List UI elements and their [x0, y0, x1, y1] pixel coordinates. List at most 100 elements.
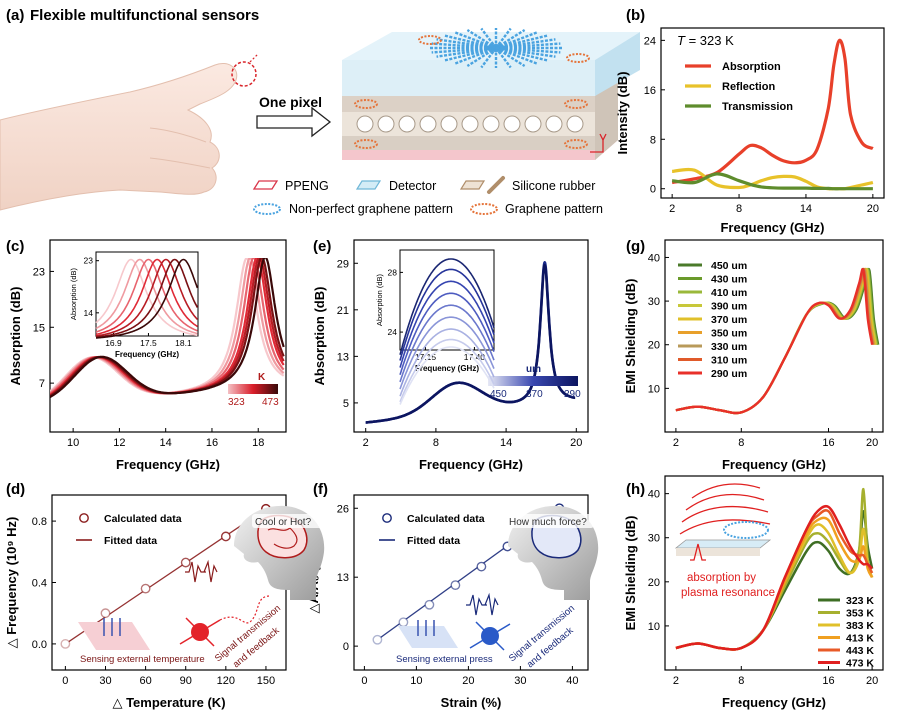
y-tick-label: 7 [39, 378, 45, 390]
inset-series-line [95, 258, 198, 336]
x-axis-label: Frequency (GHz) [722, 457, 826, 472]
x-tick-label: 60 [139, 675, 151, 687]
legend-marker [79, 513, 89, 523]
panel-g-label: (g) [626, 238, 645, 255]
legend-label: 473 K [846, 658, 874, 670]
plot-frame [664, 475, 884, 671]
colorbar [488, 376, 578, 386]
spike-signal-icon-f [466, 592, 499, 616]
legend-label: 350 um [711, 328, 747, 340]
plot-frame [660, 27, 885, 199]
inset-series-line [399, 292, 495, 376]
legend-label: 413 K [846, 633, 874, 645]
x-tick-label: 10 [410, 675, 422, 687]
series-line-350-um [675, 267, 876, 415]
y-tick-label: 23 [33, 266, 45, 278]
legend-label: Transmission [722, 101, 793, 113]
x-tick-label: 8 [738, 437, 744, 449]
colorbar-title: K [258, 372, 266, 383]
inset-series-line [399, 304, 495, 383]
panel-a-label: (a) [6, 7, 24, 24]
x-tick-label: 14 [500, 437, 512, 449]
plasma-annotation-line1: absorption by [687, 572, 756, 584]
y-tick-label: 20 [648, 340, 660, 352]
x-tick-label: 17.40 [464, 352, 486, 362]
panel-f-label: (f) [313, 481, 328, 498]
inset-series-line [399, 316, 495, 390]
x-tick-label: 8 [736, 203, 742, 215]
x-tick-label: 10 [67, 437, 79, 449]
legend-label: Absorption [722, 61, 781, 73]
y-tick-label: 40 [648, 252, 660, 264]
x-tick-label: 14 [160, 437, 172, 449]
inset-series-line [95, 258, 198, 337]
y-tick-label: 29 [337, 258, 349, 270]
x-tick-label: 20 [462, 675, 474, 687]
x-tick-label: 14 [800, 203, 812, 215]
colorbar-tick-label: 290 [564, 389, 581, 400]
plot-frame [353, 239, 589, 433]
y-axis-label: EMI Shielding (dB) [623, 516, 638, 631]
fingertip-highlight [231, 61, 257, 87]
x-tick-label: 17.5 [140, 338, 157, 348]
blue-graphene-legend-icon [253, 203, 281, 215]
x-tick-label: 0 [62, 675, 68, 687]
colorbar-max-label: 473 [262, 397, 279, 408]
x-tick-label: 30 [514, 675, 526, 687]
legend-label: 290 um [711, 368, 747, 380]
x-tick-label: 2 [673, 675, 679, 687]
legend-label: 323 K [846, 595, 874, 607]
panel-a-schematic: (a) Flexible multifunctional sensors One… [0, 7, 640, 216]
fit-line [65, 508, 267, 645]
series-line-absorption [671, 38, 874, 185]
inset-y-label: Absorption (dB) [69, 267, 78, 320]
x-tick-label: 16 [822, 437, 834, 449]
y-tick-label: 24 [388, 327, 398, 337]
x-tick-label: 30 [99, 675, 111, 687]
inset-series-line [399, 328, 495, 397]
chart-b: (b) 2 8 14 20 0 8 16 24 Frequency (GHz) Intensity … [615, 7, 885, 235]
x-axis-label: Frequency (GHz) [116, 457, 220, 472]
panel-h-label: (h) [626, 481, 645, 498]
sensing-temperature-label: Sensing external temperature [80, 654, 205, 665]
x-axis-label: Frequency (GHz) [720, 220, 824, 235]
series-line-transmission [671, 172, 873, 191]
y-tick-label: 30 [648, 296, 660, 308]
panel-b-label: (b) [626, 7, 645, 24]
data-point [450, 580, 461, 591]
series-line-473-K [675, 504, 874, 651]
inset-series-line [399, 268, 495, 361]
y-tick-label: 16 [644, 85, 656, 97]
plot-frame [664, 239, 884, 433]
x-tick-label: 8 [433, 437, 439, 449]
y-tick-label: 0.4 [32, 578, 47, 590]
y-tick-label: 10 [648, 621, 660, 633]
x-tick-label: 20 [866, 437, 878, 449]
x-axis-label: Frequency (GHz) [722, 695, 826, 710]
sensor-pad-d [78, 622, 150, 650]
series-line-330-um [365, 263, 576, 424]
inset-series-line [399, 280, 495, 368]
thought-cool-or-hot: Cool or Hot? [255, 517, 312, 528]
y-tick-label: 14 [84, 308, 94, 318]
x-axis-label: △ Temperature (K) [112, 695, 225, 710]
legend-label: 310 um [711, 355, 747, 367]
non-perfect-graphene-pattern-icon [430, 27, 562, 69]
series-line-473-k [50, 258, 285, 399]
legend-ppeng: PPENG [285, 179, 329, 193]
y-tick-label: 8 [650, 134, 656, 146]
y-tick-label: 24 [644, 35, 656, 47]
x-tick-label: 2 [363, 437, 369, 449]
y-tick-label: 0.0 [32, 639, 47, 651]
chart-g: (g) 2 8 16 20 10 20 30 40 Frequency (GHz) EMI Shie… [623, 238, 884, 472]
plasma-annotation-line2: plasma resonance [681, 587, 775, 599]
legend-label: 430 um [711, 274, 747, 286]
y-axis-label: EMI Shielding (dB) [623, 279, 638, 394]
inset-series-line [95, 258, 198, 337]
chart-h: (h) 2 8 16 20 10 20 30 40 Frequency (GHz) EMI Shie… [623, 475, 884, 710]
legend-label: 383 K [846, 620, 874, 632]
inset-y-label: Absorption (dB) [375, 273, 384, 326]
sensing-press-label: Sensing external press [396, 654, 493, 665]
detector-legend-icon [355, 180, 382, 190]
x-tick-label: 16 [822, 675, 834, 687]
